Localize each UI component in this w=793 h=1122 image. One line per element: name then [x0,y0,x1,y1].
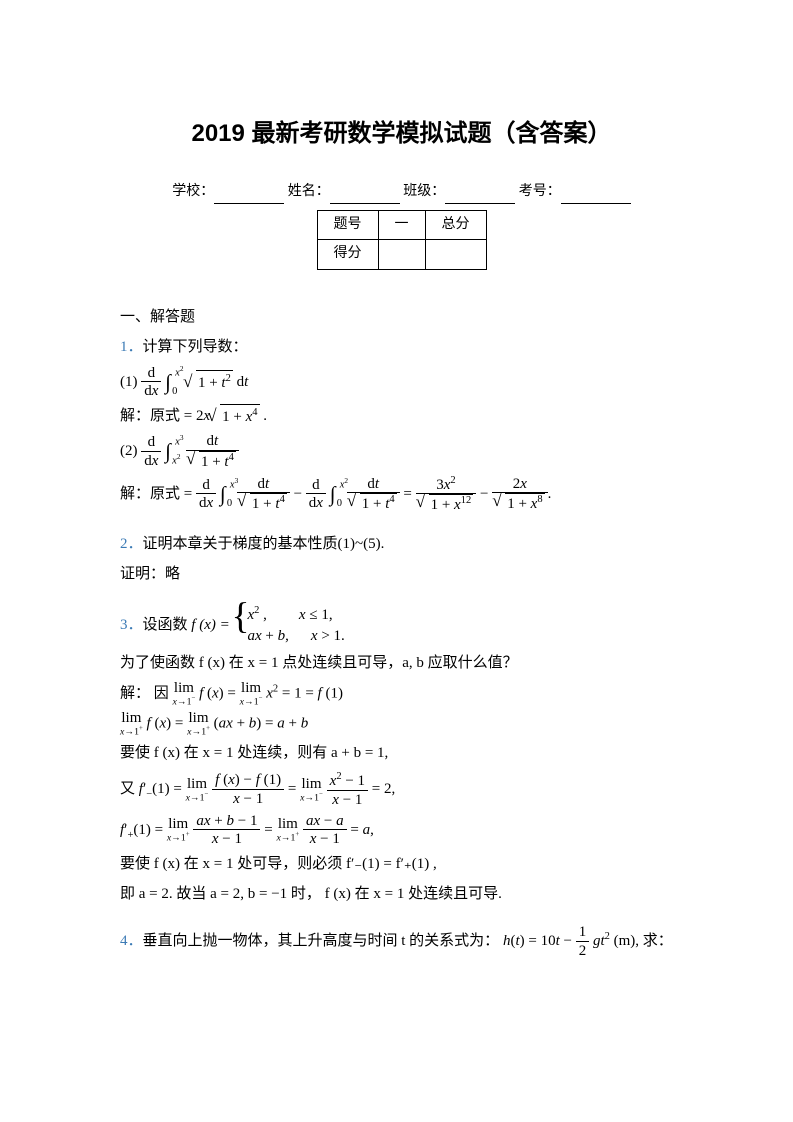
cell-r2c2 [378,240,425,269]
q3-sol-1: 解： 因 limx→1− f (x) = limx→1− x2 = 1 = f … [120,681,683,707]
examno-label: 考号： [519,184,561,199]
class-blank[interactable] [445,186,515,204]
q1-part2: (2) ddx ∫x3x2 dt1 + t4 [120,433,683,471]
q2-proof-text: 略 [165,566,180,582]
q3-sol-cont: 要使 f (x) 在 x = 1 处连续，则有 a + b = 1, [120,741,683,765]
q3-sol-5: 要使 f (x) 在 x = 1 处可导，则必须 f′₋(1) = f′₊(1)… [120,852,683,876]
q3-sol-3: 又 f′−(1) = limx→1− f (x) − f (1)x − 1 = … [120,771,683,809]
name-label: 姓名： [288,184,330,199]
q3-sol-2: limx→1+ f (x) = limx→1+ (ax + b) = a + b [120,711,683,737]
q3-sol-6: 即 a = 2. 故当 a = 2, b = −1 时， f (x) 在 x =… [120,882,683,906]
question-3: 3．设函数 f (x) = x2 ,x ≤ 1, ax + b,x > 1. 为… [120,604,683,906]
q2-num: 2． [120,536,143,552]
info-row: 学校： 姓名： 班级： 考号： [120,181,683,203]
piecewise-def: x2 ,x ≤ 1, ax + b,x > 1. [234,604,345,647]
question-1: 1．计算下列导数： (1) ddx ∫x20 1 + t2 dt 解：原式 = … [120,335,683,515]
question-2: 2．证明本章关于梯度的基本性质(1)~(5). 证明：略 [120,532,683,586]
cell-r1c3: 总分 [425,210,486,239]
cell-r1c2: 一 [378,210,425,239]
q2-proof-label: 证明： [120,566,165,582]
q3-cond: 为了使函数 f (x) 在 x = 1 点处连续且可导，a, b 应取什么值？ [120,651,683,675]
q1-text: 计算下列导数： [143,339,248,355]
cell-r2c1: 得分 [317,240,378,269]
q1-p2-label: (2) [120,443,138,459]
school-label: 学校： [172,184,214,199]
q1-ans1: 解：原式 = 2x1 + x4 . [120,404,683,429]
q3-you: 又 [120,781,139,797]
name-blank[interactable] [330,186,400,204]
q1-ans1-label: 解：原式 [120,408,180,424]
q1-ans2-label: 解：原式 [120,486,180,502]
class-label: 班级： [403,184,445,199]
q4-text-post: (m), 求： [614,933,673,949]
q3-sol-4: f′+(1) = limx→1+ ax + b − 1x − 1 = limx→… [120,813,683,849]
q2-text: 证明本章关于梯度的基本性质(1)~(5). [143,536,385,552]
q1-part1: (1) ddx ∫x20 1 + t2 dt [120,365,683,401]
examno-blank[interactable] [561,186,631,204]
cell-r2c3 [425,240,486,269]
score-table: 题号 一 总分 得分 [317,210,487,270]
q3-sol-label: 解： [120,686,150,702]
question-4: 4．垂直向上抛一物体，其上升高度与时间 t 的关系式为： h(t) = 10t … [120,924,683,960]
q3-num: 3． [120,617,143,633]
q1-ans2: 解：原式 = ddx ∫x30 dt1 + t4 − ddx ∫x20 dt1 … [120,475,683,515]
q1-num: 1． [120,339,143,355]
q3-sol-pre: 因 [154,686,173,702]
q1-p1-label: (1) [120,374,138,390]
cell-r1c1: 题号 [317,210,378,239]
section-heading: 一、解答题 [120,305,683,329]
q4-num: 4． [120,933,143,949]
q4-text-pre: 垂直向上抛一物体，其上升高度与时间 t 的关系式为： [143,933,500,949]
q3-prefix: 设函数 [143,617,192,633]
page-title: 2019 最新考研数学模拟试题（含答案） [120,115,683,153]
school-blank[interactable] [214,186,284,204]
